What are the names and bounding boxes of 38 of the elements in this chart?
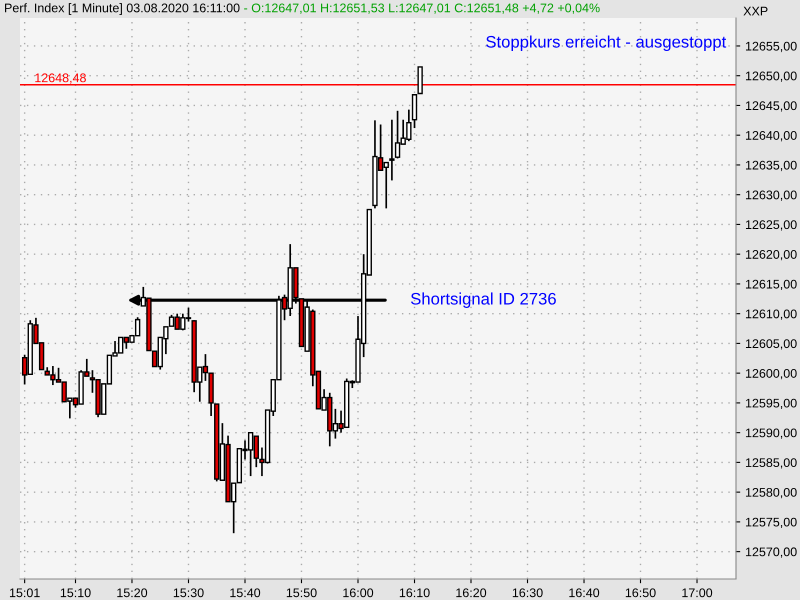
y-tick-label: 12630,00: [746, 190, 797, 201]
x-tick-label: 16:50: [626, 588, 656, 598]
y-tick-label: 12615,00: [746, 280, 797, 290]
y-tick-label: 12655,00: [746, 42, 797, 52]
candlestick: [389, 118, 395, 182]
x-tick-label: 16:30: [512, 588, 543, 598]
y-tick-label: 12595,00: [746, 398, 797, 410]
y-tick-label: 12605,00: [746, 339, 797, 350]
y-tick-label: 12610,00: [746, 309, 797, 320]
x-tick-label: 16:40: [569, 588, 600, 598]
y-tick-label: 12600,00: [746, 368, 797, 380]
y-tick-label: 12590,00: [746, 428, 797, 439]
y-tick-label: 12640,00: [746, 131, 797, 142]
y-tick-label: 12580,00: [746, 488, 797, 498]
y-tick-label: 12570,00: [746, 547, 797, 558]
annotation: Shortsignal ID 2736: [410, 292, 556, 308]
x-tick-label: 15:10: [60, 588, 91, 598]
y-axis-title: XXP: [743, 6, 768, 16]
ref-line-label: 12648,48: [35, 73, 86, 84]
y-tick-label: 12625,00: [746, 220, 797, 231]
x-tick-label: 15:20: [117, 588, 148, 598]
x-tick-label: 16:00: [343, 588, 374, 598]
annotation: Stoppkurs erreicht - ausgestoppt: [486, 35, 726, 52]
x-tick-label: 15:40: [230, 588, 260, 598]
y-tick-label: 12635,00: [746, 160, 797, 172]
y-tick-label: 12620,00: [746, 250, 797, 260]
y-tick-label: 12645,00: [746, 101, 797, 112]
chart-subtitle: - O:12647,01 H:12651,53 L:12647,01 C:12651,48 +4,72 +0,04%: [244, 4, 600, 14]
chart-title: Perf. Index [1 Minute] 03.08.2020 16:11:00: [5, 3, 240, 15]
x-tick-label: 15:50: [286, 588, 317, 598]
x-tick-label: 17:00: [682, 588, 712, 598]
x-tick-label: 15:30: [174, 588, 204, 598]
y-tick-label: 12585,00: [746, 458, 797, 469]
x-tick-label: 16:10: [400, 588, 430, 598]
y-tick-label: 12650,00: [746, 72, 797, 82]
x-tick-label: 15:01: [10, 588, 40, 598]
y-tick-label: 12575,00: [746, 518, 797, 528]
x-tick-label: 16:20: [456, 588, 486, 598]
